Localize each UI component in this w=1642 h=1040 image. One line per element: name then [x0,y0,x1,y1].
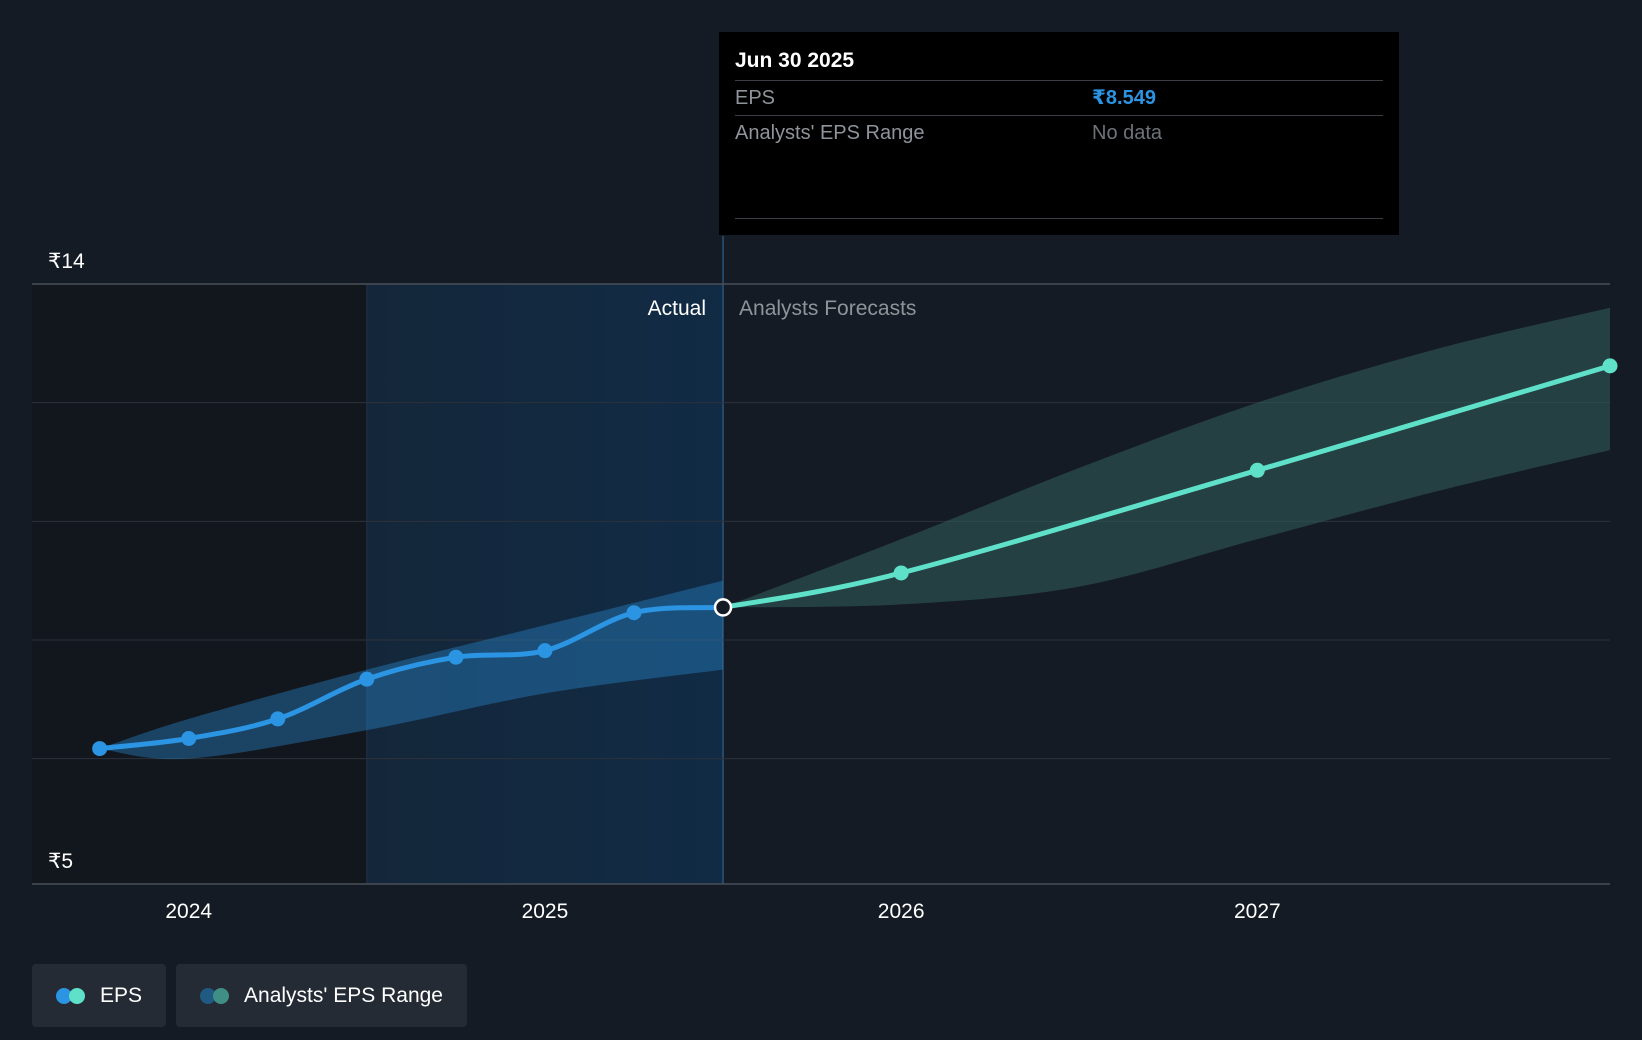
legend-item-range[interactable]: Analysts' EPS Range [176,964,467,1027]
tooltip-range-label: Analysts' EPS Range [735,122,925,144]
eps-point [181,730,197,746]
tooltip-range-row: Analysts' EPS Range No data [735,115,1383,150]
x-tick-label: 2024 [165,900,212,923]
selected-point [713,598,733,617]
x-tick-label: 2026 [878,900,925,923]
eps-range-band-actual [99,580,724,760]
legend-item-eps[interactable]: EPS [32,964,167,1027]
legend-range-label: Analysts' EPS Range [244,983,443,1007]
forecast-point [893,565,909,581]
forecast-point [1602,358,1618,374]
forecast-point [1249,462,1265,478]
tooltip-eps-label: EPS [735,87,776,109]
forecast-label: Analysts Forecasts [739,297,916,320]
x-tick-label: 2025 [522,900,569,923]
tooltip-eps-row: EPS ₹8.549 [735,80,1383,115]
eps-legend-icon [56,987,86,1004]
legend-eps-label: EPS [100,983,143,1007]
highlight-region [366,284,724,884]
x-tick-label: 2027 [1234,900,1281,923]
eps-point [92,741,108,757]
y-tick-label: ₹5 [48,850,73,873]
eps-point [270,711,286,727]
range-legend-icon [200,987,230,1004]
tooltip-date: Jun 30 2025 [735,49,855,72]
eps-point [626,605,642,621]
eps-line [97,604,726,752]
eps-forecast-line [720,363,1613,610]
eps-point [359,671,375,687]
tooltip-divider [735,218,1383,219]
eps-range-band-forecast [723,307,1610,608]
tooltip-range-value: No data [1092,122,1163,144]
actual-label: Actual [648,297,706,320]
tooltip-eps-value: ₹8.549 [1092,87,1156,109]
legend: EPS Analysts' EPS Range [32,964,467,1027]
tooltip: Jun 30 2025 EPS ₹8.549 Analysts' EPS Ran… [719,32,1399,235]
eps-point [448,649,464,665]
y-tick-label: ₹14 [48,250,85,273]
eps-point [537,643,553,659]
